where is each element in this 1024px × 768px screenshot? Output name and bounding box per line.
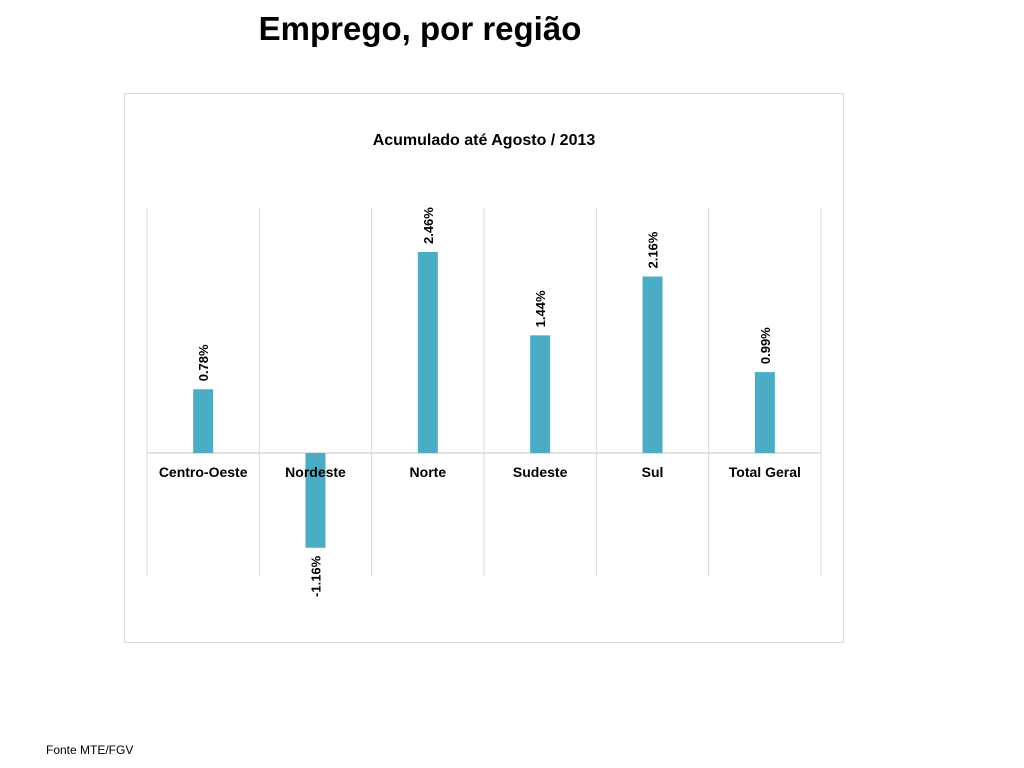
data-label: 0.99% — [758, 327, 773, 364]
bar-nordeste — [305, 453, 326, 548]
data-label: 0.78% — [196, 344, 211, 381]
category-label: Centro-Oeste — [159, 464, 248, 480]
category-label: Norte — [410, 464, 447, 480]
data-label: 2.46% — [421, 207, 436, 244]
source-note: Fonte MTE/FGV — [46, 743, 134, 757]
bar-total-geral — [754, 372, 775, 453]
bar-norte — [417, 252, 438, 453]
chart-title: Acumulado até Agosto / 2013 — [372, 132, 596, 149]
data-label: -1.16% — [309, 555, 324, 597]
slide-title: Emprego, por região — [258, 10, 582, 47]
category-label: Nordeste — [285, 464, 346, 480]
bar-sudeste — [530, 335, 551, 453]
category-label: Sudeste — [513, 464, 568, 480]
bar-chart: Centro-Oeste 0.78% Nordeste -1.16% Norte 2.46… — [146, 207, 822, 597]
category-label: Sul — [642, 464, 664, 480]
bar-sul — [642, 276, 663, 453]
chart-frame: Acumulado até Agosto / 2013 Centro-Oeste… — [124, 93, 844, 643]
category-label: Total Geral — [729, 464, 801, 480]
bar-centro-oeste — [193, 389, 214, 453]
data-label: 1.44% — [533, 290, 548, 327]
data-label: 2.16% — [646, 231, 661, 268]
